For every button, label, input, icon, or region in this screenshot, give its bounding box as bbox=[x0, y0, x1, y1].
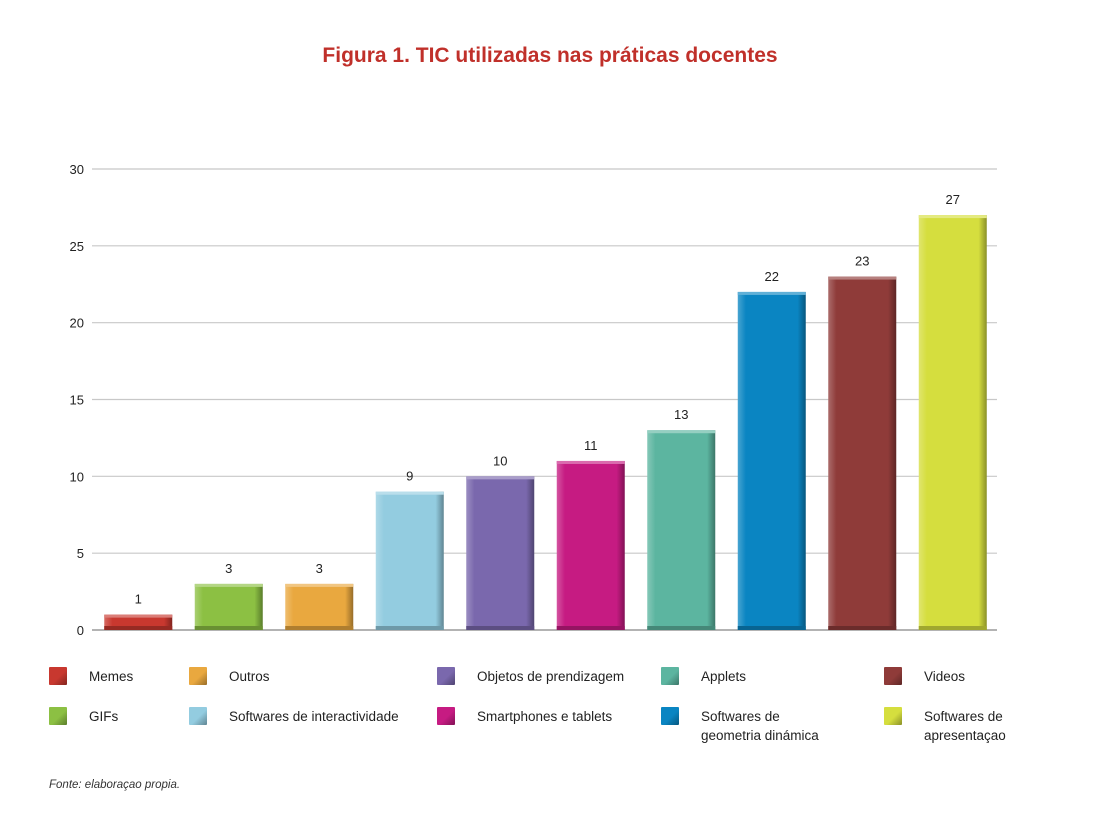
data-label: 3 bbox=[316, 561, 323, 576]
bar-bottom-edge bbox=[375, 626, 444, 630]
chart-title: Figura 1. TIC utilizadas nas práticas do… bbox=[322, 44, 778, 67]
legend-label: Applets bbox=[701, 669, 747, 684]
legend-item: Videos bbox=[884, 667, 965, 686]
data-label: 11 bbox=[584, 438, 598, 453]
legend-item: Outros bbox=[189, 667, 270, 686]
bar-bottom-edge bbox=[556, 626, 625, 630]
legend-item: GIFs bbox=[49, 707, 118, 726]
legend-label: Objetos de prendizagem bbox=[477, 669, 625, 684]
legend-swatch bbox=[661, 707, 679, 725]
legend-swatch bbox=[49, 667, 67, 685]
bar bbox=[194, 583, 263, 630]
bar bbox=[828, 276, 897, 630]
bar-top-edge bbox=[918, 215, 987, 219]
y-tick-label: 5 bbox=[77, 546, 84, 561]
legend-label: Softwares de geometria dinámica bbox=[701, 709, 819, 743]
y-tick-label: 0 bbox=[77, 623, 84, 638]
y-tick-label: 15 bbox=[70, 393, 84, 408]
bar-top-edge bbox=[104, 614, 173, 618]
bar-bottom-edge bbox=[285, 626, 354, 630]
y-tick-label: 20 bbox=[70, 316, 84, 331]
legend-item: Softwares de interactividade bbox=[189, 707, 399, 726]
data-label: 3 bbox=[225, 561, 232, 576]
bar-bottom-edge bbox=[194, 626, 263, 630]
bar-top-edge bbox=[466, 476, 535, 480]
legend-item: Memes bbox=[49, 667, 133, 686]
data-label: 22 bbox=[765, 269, 779, 284]
legend-item: Applets bbox=[661, 667, 746, 686]
bar bbox=[285, 583, 354, 630]
legend-item: Softwares de geometria dinámica bbox=[661, 707, 819, 745]
bar-top-edge bbox=[285, 583, 354, 587]
bar-bottom-edge bbox=[104, 626, 173, 630]
y-tick-label: 10 bbox=[70, 469, 84, 484]
legend-label: Outros bbox=[229, 669, 270, 684]
bar-bottom-edge bbox=[647, 626, 716, 630]
y-tick-label: 25 bbox=[70, 239, 84, 254]
bar-top-edge bbox=[194, 583, 263, 587]
data-label: 13 bbox=[674, 407, 688, 422]
bar-top-edge bbox=[647, 430, 716, 434]
bar bbox=[556, 460, 625, 630]
bar bbox=[375, 491, 444, 630]
data-label: 10 bbox=[493, 453, 507, 468]
source-note: Fonte: elaboraçao propia. bbox=[49, 779, 181, 791]
bar-top-edge bbox=[828, 276, 897, 280]
bar-bottom-edge bbox=[918, 626, 987, 630]
legend-swatch bbox=[884, 667, 902, 685]
legend-swatch bbox=[437, 667, 455, 685]
data-label: 23 bbox=[855, 254, 869, 269]
bar-top-edge bbox=[737, 291, 806, 295]
legend-swatch bbox=[884, 707, 902, 725]
legend-swatch bbox=[49, 707, 67, 725]
legend-label: GIFs bbox=[89, 709, 119, 724]
legend-label: Softwares de interactividade bbox=[229, 709, 399, 724]
bar-top-edge bbox=[375, 491, 444, 495]
bar bbox=[647, 430, 716, 630]
legend-label: Smartphones e tablets bbox=[477, 709, 613, 724]
legend-swatch bbox=[661, 667, 679, 685]
data-label: 1 bbox=[135, 592, 142, 607]
legend-item: Softwares de apresentaçao bbox=[884, 707, 1006, 745]
bar-bottom-edge bbox=[737, 626, 806, 630]
data-label: 9 bbox=[406, 469, 413, 484]
bar bbox=[918, 215, 987, 630]
legend-swatch bbox=[437, 707, 455, 725]
legend-label: Videos bbox=[924, 669, 966, 684]
bar-bottom-edge bbox=[466, 626, 535, 630]
legend-label: Softwares de apresentaçao bbox=[924, 709, 1006, 743]
legend-item: Smartphones e tablets bbox=[437, 707, 612, 726]
legend-swatch bbox=[189, 707, 207, 725]
legend-label: Memes bbox=[89, 669, 134, 684]
bar-top-edge bbox=[556, 460, 625, 464]
data-label: 27 bbox=[946, 192, 960, 207]
bar-bottom-edge bbox=[828, 626, 897, 630]
y-tick-label: 30 bbox=[70, 162, 84, 177]
bar bbox=[737, 291, 806, 630]
bar bbox=[466, 476, 535, 630]
legend-item: Objetos de prendizagem bbox=[437, 667, 624, 686]
legend-swatch bbox=[189, 667, 207, 685]
